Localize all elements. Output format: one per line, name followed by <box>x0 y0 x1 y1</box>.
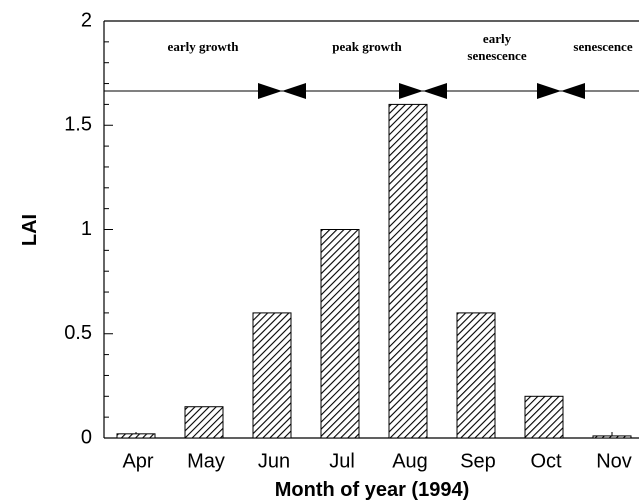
x-tick-label: Oct <box>530 450 562 472</box>
phase-label: early growth <box>168 39 240 54</box>
x-tick-label: Aug <box>392 450 428 472</box>
x-tick-label: Apr <box>122 450 153 472</box>
bar <box>592 435 632 439</box>
y-axis-title: LAI <box>19 214 41 246</box>
bar <box>252 312 292 439</box>
bar <box>388 103 428 439</box>
bar <box>456 312 496 439</box>
y-tick-label: 0.5 <box>64 322 92 344</box>
x-tick-label: Sep <box>460 450 496 472</box>
bar <box>184 406 224 439</box>
x-tick-label: Jun <box>258 450 290 472</box>
y-tick-label: 1.5 <box>64 114 92 136</box>
y-tick-label: 1 <box>81 218 92 240</box>
x-tick-label: Nov <box>596 450 632 472</box>
x-tick-label: May <box>187 450 225 472</box>
phase-divider <box>537 83 585 99</box>
phase-label: peak growth <box>332 39 402 54</box>
bar <box>320 229 360 439</box>
phase-divider <box>258 83 306 99</box>
phase-label: senescence <box>573 39 632 54</box>
phase-divider <box>399 83 447 99</box>
x-tick-label: Jul <box>329 450 355 472</box>
bar <box>524 395 564 439</box>
y-tick-label: 2 <box>81 9 92 31</box>
phase-label: early <box>483 31 512 46</box>
y-tick-label: 0 <box>81 426 92 448</box>
phase-label: senescence <box>467 48 526 63</box>
x-axis-title: Month of year (1994) <box>275 479 469 501</box>
bar <box>116 433 156 439</box>
